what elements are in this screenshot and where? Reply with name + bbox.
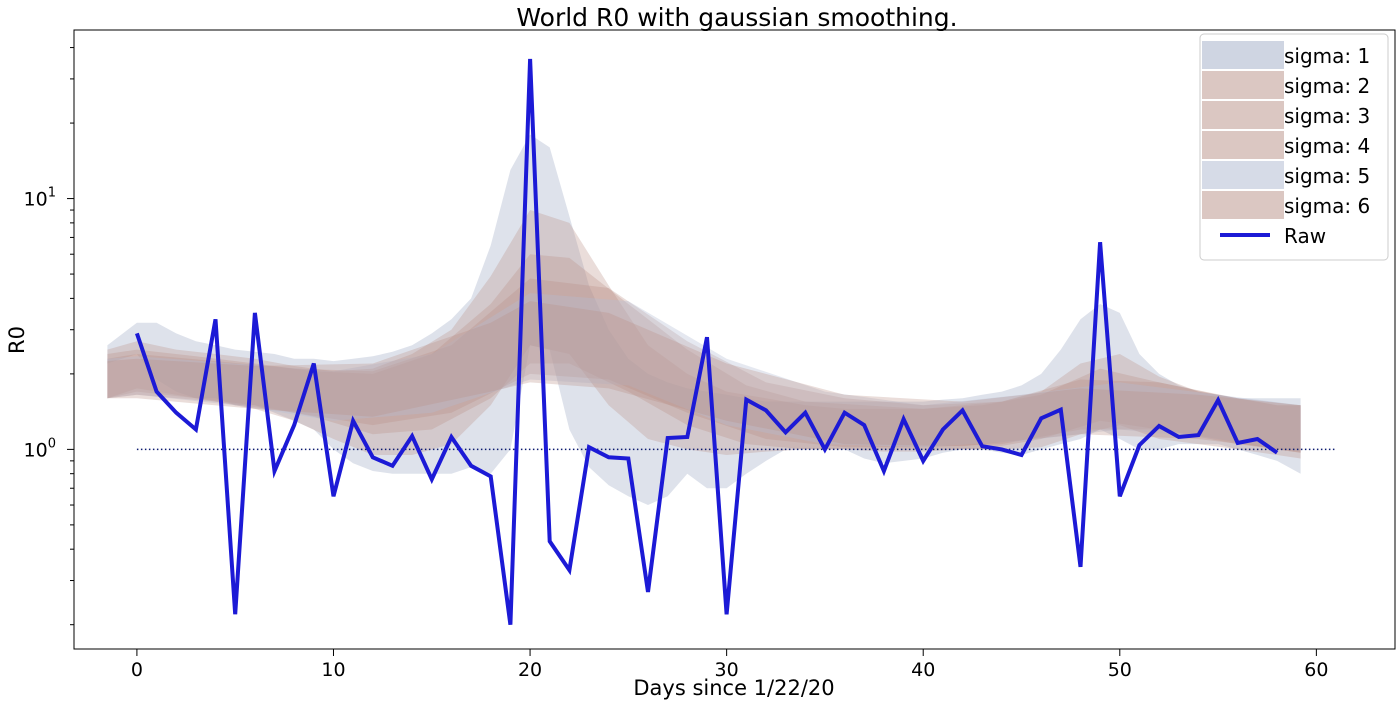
x-tick-label: 60 xyxy=(1304,659,1328,681)
y-tick-exponent: 1 xyxy=(48,186,56,201)
chart-title: World R0 with gaussian smoothing. xyxy=(516,3,957,32)
plot-frame xyxy=(73,29,1396,650)
legend-swatch xyxy=(1202,161,1284,189)
x-tick-label: 50 xyxy=(1108,659,1132,681)
raw-series-line xyxy=(135,58,1279,625)
x-axis: 0 10 20 30 40 50 60 xyxy=(131,649,1328,681)
legend-label: Raw xyxy=(1284,224,1326,248)
legend: sigma: 1 sigma: 2 sigma: 3 sigma: 4 sigma: 5… xyxy=(1199,33,1389,261)
legend-swatch xyxy=(1202,131,1284,159)
band-sigma-6 xyxy=(107,301,1301,452)
legend-swatch xyxy=(1202,71,1284,99)
plot-area xyxy=(73,29,1396,650)
band-sigma-3 xyxy=(107,254,1301,453)
legend-label: sigma: 5 xyxy=(1284,164,1370,188)
band-sigma-1 xyxy=(107,134,1301,505)
x-axis-label: Days since 1/22/20 xyxy=(633,676,834,700)
legend-items: sigma: 1 sigma: 2 sigma: 3 sigma: 4 sigma: 5… xyxy=(1202,41,1370,248)
legend-label: sigma: 2 xyxy=(1284,74,1370,98)
x-tick-label: 30 xyxy=(715,659,739,681)
band-sigma-5 xyxy=(107,293,1301,452)
legend-swatch xyxy=(1202,101,1284,129)
y-tick-exponent: 0 xyxy=(48,436,56,451)
x-tick-label: 0 xyxy=(131,659,143,681)
band-sigma-4 xyxy=(107,278,1301,453)
y-axis-label: R0 xyxy=(5,326,29,354)
x-tick-label: 40 xyxy=(911,659,935,681)
y-tick-label: 101 xyxy=(24,186,56,211)
y-tick-label: 100 xyxy=(24,436,56,461)
legend-swatch xyxy=(1202,41,1284,69)
legend-label: sigma: 4 xyxy=(1284,134,1370,158)
legend-label: sigma: 3 xyxy=(1284,104,1370,128)
legend-label: sigma: 1 xyxy=(1284,44,1370,68)
band-sigma-2 xyxy=(107,210,1301,459)
y-tick-base: 10 xyxy=(24,439,48,461)
legend-swatch xyxy=(1202,191,1284,219)
x-tick-label: 20 xyxy=(518,659,542,681)
x-tick-label: 10 xyxy=(321,659,345,681)
bands-layer xyxy=(107,134,1301,505)
legend-label: sigma: 6 xyxy=(1284,194,1370,218)
y-tick-base: 10 xyxy=(24,189,48,211)
